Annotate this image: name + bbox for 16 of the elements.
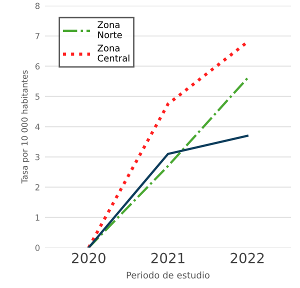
y-tick-label: 3: [35, 154, 40, 160]
legend-label: Zona Norte: [98, 21, 122, 38]
x-tick-label: 2020: [72, 252, 106, 264]
legend-label: Zona Central: [98, 44, 130, 62]
y-tick-label: 6: [35, 63, 40, 70]
x-tick-label: 2022: [230, 252, 264, 264]
y-tick-label: 7: [36, 33, 40, 40]
y-tick-label: 0: [35, 244, 40, 251]
y-tick-label: 5: [35, 94, 40, 100]
y-tick-label: 4: [35, 124, 40, 130]
y-tick-label: 2: [35, 184, 40, 190]
y-tick-label: 8: [35, 2, 40, 10]
x-tick-label: 2021: [151, 252, 184, 264]
y-axis-title: Tasa por 10 000 habitantes: [21, 70, 30, 184]
x-axis-title: Periodo de estudio: [126, 272, 210, 279]
y-tick-label: 1: [36, 214, 40, 221]
